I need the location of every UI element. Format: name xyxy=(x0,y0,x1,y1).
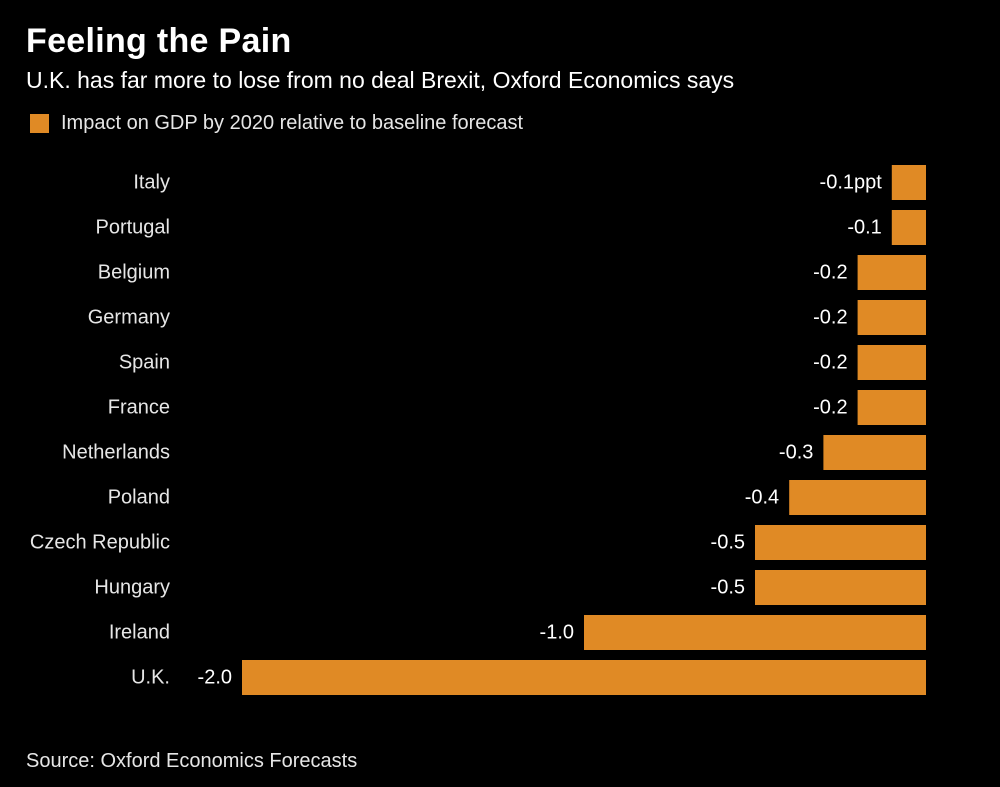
category-label: Netherlands xyxy=(62,442,170,464)
chart-title: Feeling the Pain xyxy=(26,22,292,60)
bar xyxy=(857,345,926,380)
value-label: -0.2 xyxy=(813,397,847,419)
bar xyxy=(857,390,926,425)
value-label: -0.5 xyxy=(711,532,745,554)
category-label: Germany xyxy=(88,307,170,329)
category-label: U.K. xyxy=(131,667,170,689)
source-note: Source: Oxford Economics Forecasts xyxy=(26,750,358,772)
category-label: Hungary xyxy=(94,577,170,599)
bar xyxy=(755,570,926,605)
category-label: Italy xyxy=(133,172,170,194)
legend: Impact on GDP by 2020 relative to baseli… xyxy=(30,112,523,135)
category-label: Spain xyxy=(119,352,170,374)
value-label: -0.2 xyxy=(813,262,847,284)
legend-swatch xyxy=(30,114,49,133)
category-label: Poland xyxy=(108,487,170,509)
value-label: -0.1 xyxy=(847,217,881,239)
value-label: -0.4 xyxy=(745,487,779,509)
bar xyxy=(891,165,926,200)
chart-subtitle: U.K. has far more to lose from no deal B… xyxy=(26,67,735,93)
bar xyxy=(857,300,926,335)
value-label: -0.2 xyxy=(813,307,847,329)
value-label: -0.2 xyxy=(813,352,847,374)
category-label: Ireland xyxy=(109,622,170,644)
category-label: France xyxy=(108,397,170,419)
category-label: Portugal xyxy=(96,217,171,239)
value-label: -0.5 xyxy=(711,577,745,599)
value-label: -1.0 xyxy=(540,622,574,644)
category-label: Czech Republic xyxy=(30,532,170,554)
value-label: -0.1ppt xyxy=(820,172,883,194)
value-label: -2.0 xyxy=(198,667,232,689)
bar xyxy=(242,660,926,695)
bar xyxy=(789,480,926,515)
legend-label: Impact on GDP by 2020 relative to baseli… xyxy=(61,112,524,134)
category-label: Belgium xyxy=(98,262,170,284)
bar xyxy=(857,255,926,290)
bar xyxy=(823,435,926,470)
bar xyxy=(584,615,926,650)
bar xyxy=(891,210,926,245)
bar xyxy=(755,525,926,560)
value-label: -0.3 xyxy=(779,442,813,464)
